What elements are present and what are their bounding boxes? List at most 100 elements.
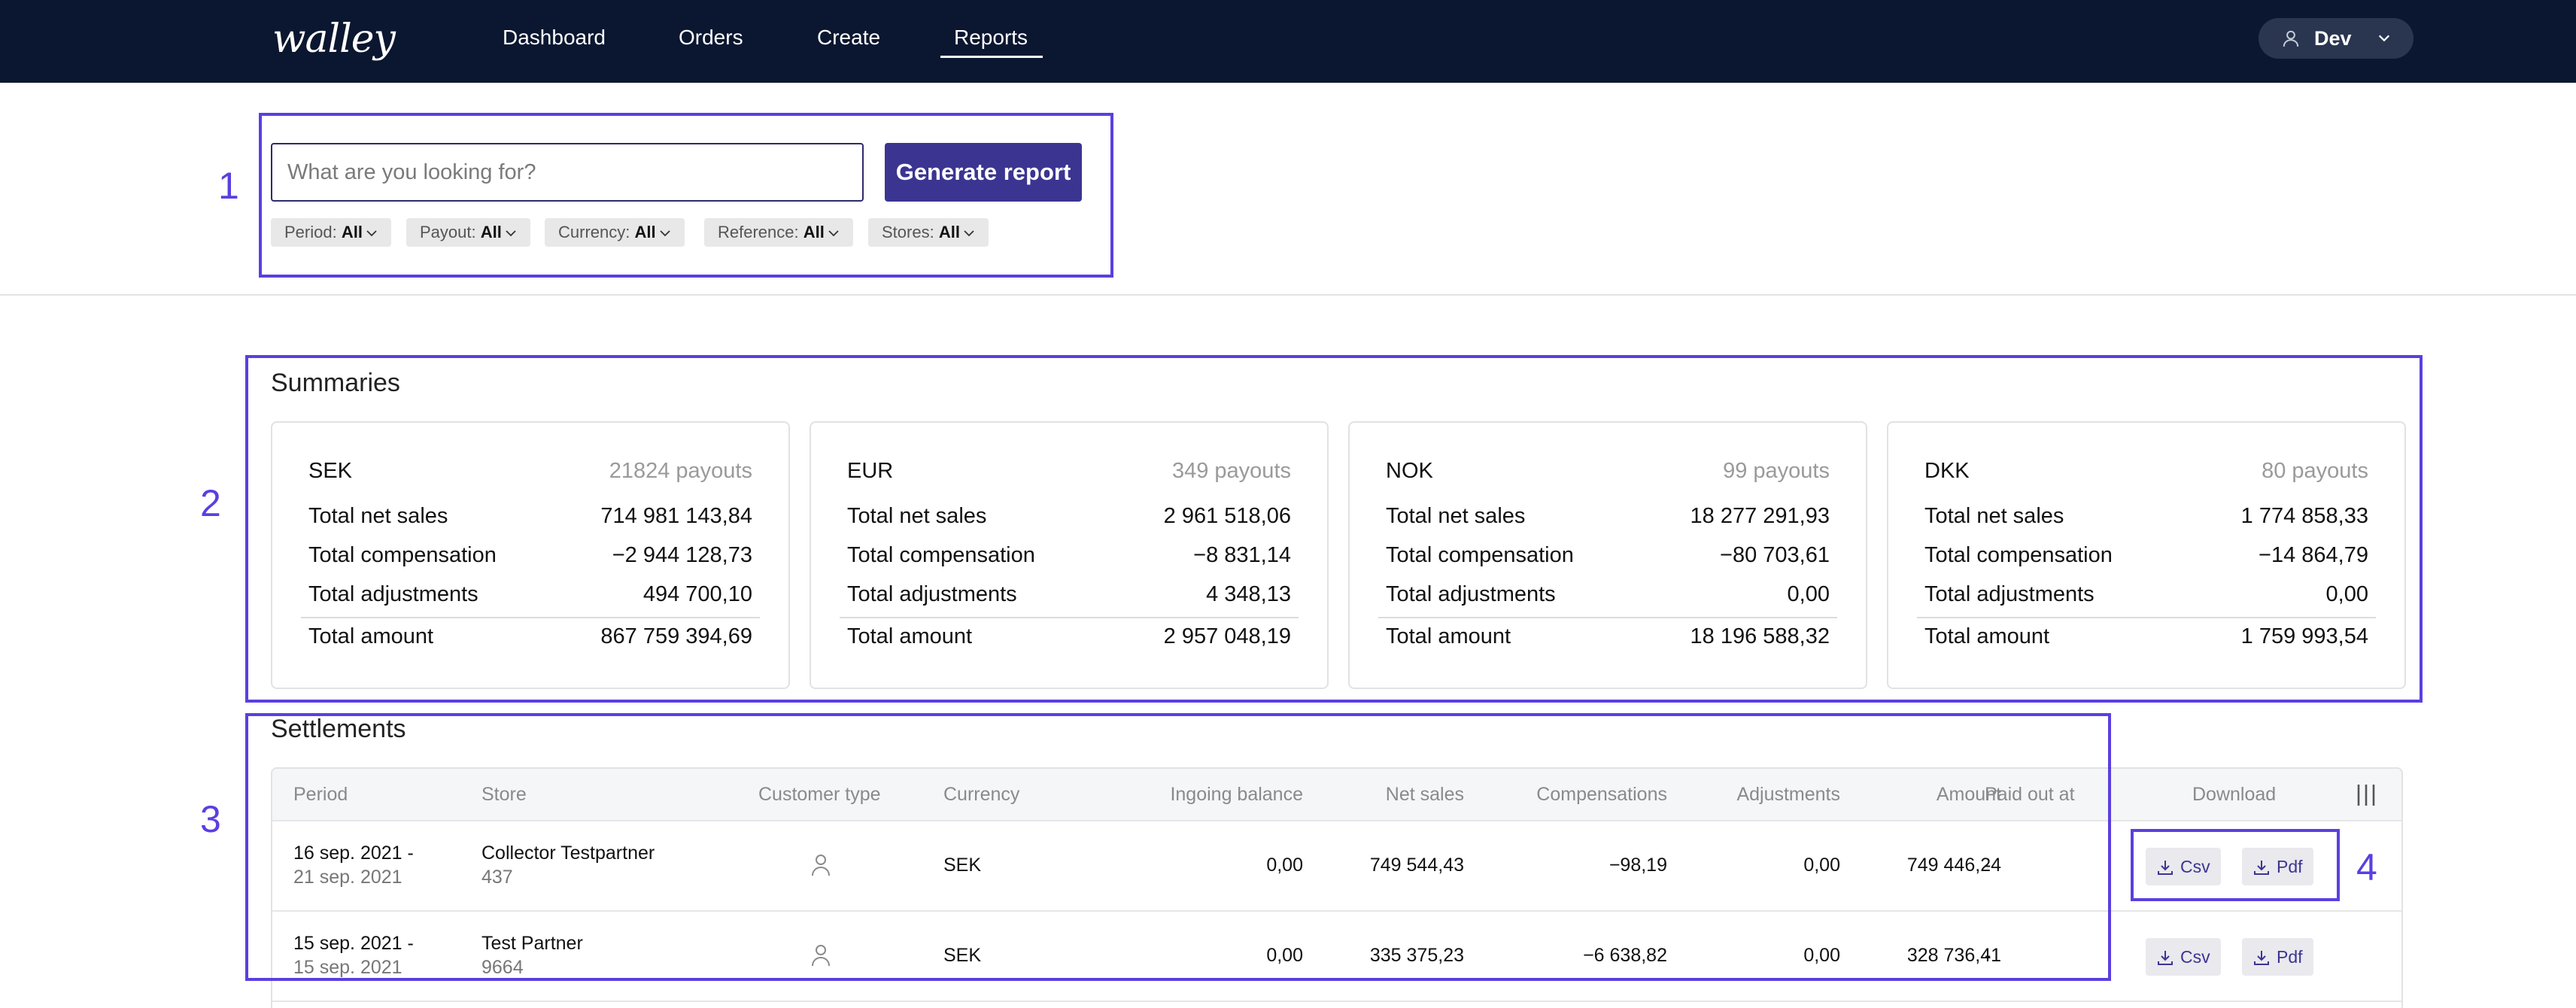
store-name: Test Partner: [481, 933, 583, 954]
download-icon: [2158, 951, 2173, 966]
net-sales-value: 1 774 858,33: [2240, 504, 2368, 528]
column-header-period[interactable]: Period: [293, 784, 348, 805]
column-header-net-sales[interactable]: Net sales: [1385, 784, 1464, 805]
table-row[interactable]: 16 sep. 2021 - 21 sep. 2021 Collector Te…: [272, 821, 2401, 912]
card-currency: SEK: [308, 459, 353, 483]
compensation-value: −80 703,61: [1720, 543, 1830, 567]
annotation-number-2: 2: [200, 482, 221, 524]
filter-period[interactable]: Period: All: [271, 218, 391, 247]
amount-label: Total amount: [847, 624, 973, 648]
store-id: 9664: [481, 957, 524, 978]
filter-stores[interactable]: Stores: All: [868, 218, 989, 247]
columns-toggle-icon[interactable]: [2355, 782, 2377, 808]
download-csv-button[interactable]: Csv: [2146, 938, 2221, 976]
compensation-value: −2 944 128,73: [612, 543, 752, 567]
net-sales-value: 2 961 518,06: [1163, 504, 1291, 528]
download-pdf-button[interactable]: Pdf: [2242, 938, 2313, 976]
filter-currency[interactable]: Currency: All: [545, 218, 685, 247]
filter-reference[interactable]: Reference: All: [704, 218, 853, 247]
store-name: Collector Testpartner: [481, 843, 655, 864]
adjustments-value: 494 700,10: [642, 582, 752, 606]
net-sales-label: Total net sales: [1924, 504, 2064, 528]
ingoing-balance-cell: 0,00: [1266, 945, 1303, 966]
currency-cell: SEK: [943, 945, 982, 966]
amount-cell: 749 446,24: [1906, 855, 2001, 876]
compensations-cell: −6 638,82: [1583, 945, 1667, 966]
filter-currency-label: Currency:: [558, 223, 630, 241]
annotation-number-3: 3: [200, 798, 221, 840]
adjustments-cell: 0,00: [1803, 855, 1840, 876]
card-currency: NOK: [1386, 459, 1433, 483]
download-pdf-button[interactable]: Pdf: [2242, 848, 2313, 885]
filter-period-label: Period:: [284, 223, 337, 241]
period-to: 15 sep. 2021: [293, 957, 402, 978]
chevron-down-icon: [828, 230, 839, 237]
paid-out-at-cell: -: [1985, 855, 1991, 876]
card-payouts: 21824 payouts: [609, 459, 752, 483]
annotation-number-1: 1: [218, 165, 239, 207]
section-divider: [0, 294, 2576, 296]
nav-item-dashboard[interactable]: Dashboard: [503, 26, 606, 49]
card-payouts: 99 payouts: [1723, 459, 1830, 483]
card-divider: [301, 617, 760, 618]
walley-logo[interactable]: walley: [272, 17, 396, 62]
generate-report-button[interactable]: Generate report: [885, 143, 1082, 202]
column-header-ingoing-balance[interactable]: Ingoing balance: [1170, 784, 1303, 805]
compensation-label: Total compensation: [847, 543, 1035, 567]
column-header-amount[interactable]: Amount: [1936, 784, 2001, 805]
adjustments-label: Total adjustments: [1386, 582, 1556, 606]
compensations-cell: −98,19: [1608, 855, 1667, 876]
nav-item-reports[interactable]: Reports: [954, 26, 1028, 49]
person-icon: [812, 855, 830, 876]
filter-period-value: All: [341, 223, 363, 241]
filter-reference-value: All: [803, 223, 825, 241]
compensation-label: Total compensation: [1924, 543, 2113, 567]
paid-out-at-cell: -: [1985, 945, 1991, 966]
column-header-currency[interactable]: Currency: [943, 784, 1020, 805]
net-sales-label: Total net sales: [308, 504, 448, 528]
filter-payout-label: Payout:: [420, 223, 476, 241]
card-payouts: 80 payouts: [2262, 459, 2368, 483]
compensation-value: −14 864,79: [2259, 543, 2368, 567]
summary-card-sek: SEK 21824 payouts Total net sales 714 981…: [271, 421, 790, 689]
adjustments-value: 0,00: [1787, 582, 1830, 606]
settlements-title: Settlements: [271, 715, 406, 743]
download-csv-button[interactable]: Csv: [2146, 848, 2221, 885]
adjustments-value: 4 348,13: [1206, 582, 1291, 606]
card-payouts: 349 payouts: [1171, 459, 1291, 483]
adjustments-cell: 0,00: [1803, 945, 1840, 966]
amount-label: Total amount: [308, 624, 434, 648]
net-sales-cell: 749 544,43: [1369, 855, 1464, 876]
column-header-paid-out-at[interactable]: Paid out at: [1985, 784, 2075, 805]
compensation-value: −8 831,14: [1193, 543, 1291, 567]
compensation-label: Total compensation: [308, 543, 497, 567]
amount-label: Total amount: [1386, 624, 1511, 648]
search-input[interactable]: [271, 143, 864, 202]
chevron-down-icon: [2378, 35, 2390, 42]
summary-card-dkk: DKK 80 payouts Total net sales 1 774 858,…: [1887, 421, 2406, 689]
chevron-down-icon: [964, 230, 974, 237]
amount-value: 867 759 394,69: [600, 624, 752, 648]
column-header-compensations[interactable]: Compensations: [1536, 784, 1667, 805]
card-currency: DKK: [1924, 459, 1970, 483]
filter-payout[interactable]: Payout: All: [406, 218, 530, 247]
filter-stores-label: Stores:: [882, 223, 934, 241]
net-sales-cell: 335 375,23: [1369, 945, 1464, 966]
column-header-customer-type[interactable]: Customer type: [758, 784, 881, 805]
annotation-number-4: 4: [2356, 846, 2377, 888]
chevron-down-icon: [659, 230, 670, 237]
user-name: Dev: [2314, 27, 2352, 50]
period-from: 15 sep. 2021 -: [293, 933, 414, 954]
filter-stores-value: All: [938, 223, 960, 241]
user-menu-button[interactable]: Dev: [2259, 18, 2413, 59]
annotation-box-settlements: [245, 713, 2111, 981]
annotation-box-download: [2131, 829, 2340, 901]
top-navigation-bar: walley Dashboard Orders Create Reports D…: [0, 0, 2576, 83]
column-header-store[interactable]: Store: [481, 784, 527, 805]
chevron-down-icon: [506, 230, 516, 237]
table-row[interactable]: 15 sep. 2021 - 15 sep. 2021 Test Partner…: [272, 912, 2401, 1002]
column-header-adjustments[interactable]: Adjustments: [1736, 784, 1840, 805]
adjustments-label: Total adjustments: [1924, 582, 2095, 606]
nav-item-orders[interactable]: Orders: [679, 26, 743, 49]
nav-item-create[interactable]: Create: [817, 26, 881, 49]
